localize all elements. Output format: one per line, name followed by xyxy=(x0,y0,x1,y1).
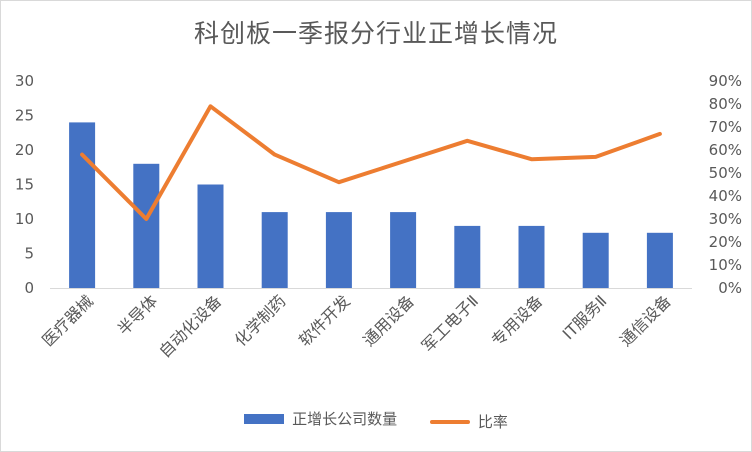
chart-title: 科创板一季报分行业正增长情况 xyxy=(193,19,558,48)
y-right-tick-label: 80% xyxy=(709,95,742,113)
category-label: 通信设备 xyxy=(616,291,675,350)
y-right-tick-label: 60% xyxy=(709,141,742,159)
bar xyxy=(518,225,545,288)
y-left-tick-label: 25 xyxy=(15,107,34,125)
y-left-tick-label: 30 xyxy=(15,72,34,90)
category-label: 通用设备 xyxy=(359,291,418,350)
y-left-tick-label: 5 xyxy=(24,245,34,263)
y-left-tick-label: 10 xyxy=(15,210,34,228)
y-right-tick-label: 30% xyxy=(709,210,742,228)
category-label: 军工电子Ⅱ xyxy=(418,291,482,355)
bar xyxy=(646,232,673,288)
y-left-tick-label: 20 xyxy=(15,141,34,159)
category-label: 软件开发 xyxy=(295,291,354,350)
category-label: 专用设备 xyxy=(488,291,547,350)
y-right-tick-label: 10% xyxy=(709,256,742,274)
y-right-tick-label: 40% xyxy=(709,187,742,205)
category-label: IT服务Ⅱ xyxy=(559,291,611,343)
legend-swatch-line xyxy=(429,419,470,424)
bar xyxy=(582,232,609,288)
y-right-tick-label: 90% xyxy=(709,72,742,90)
y-right-tick-label: 0% xyxy=(718,279,742,297)
legend: 正增长公司数量 比率 xyxy=(0,408,752,432)
category-label: 化学制药 xyxy=(231,291,290,350)
legend-swatch-bars xyxy=(244,413,285,424)
ratio-line xyxy=(80,104,662,221)
bar xyxy=(261,212,288,288)
y-right-tick-label: 70% xyxy=(709,118,742,136)
legend-label-line: 比率 xyxy=(477,413,508,431)
legend-label-bars: 正增长公司数量 xyxy=(292,410,398,428)
bar xyxy=(390,212,417,288)
legend-item-line: 比率 xyxy=(429,411,508,432)
y-right-tick-label: 20% xyxy=(709,233,742,251)
bar xyxy=(454,225,481,288)
category-label: 半导体 xyxy=(114,291,161,338)
y-right-tick-label: 50% xyxy=(709,164,742,182)
bar xyxy=(133,163,160,288)
legend-item-bars: 正增长公司数量 xyxy=(244,408,397,429)
category-label: 自动化设备 xyxy=(155,291,225,361)
category-label: 医疗器械 xyxy=(38,291,97,350)
bar xyxy=(197,184,224,288)
bar xyxy=(69,122,96,289)
bar xyxy=(325,212,352,288)
y-left-tick-label: 0 xyxy=(24,279,34,297)
y-left-tick-label: 15 xyxy=(15,176,34,194)
